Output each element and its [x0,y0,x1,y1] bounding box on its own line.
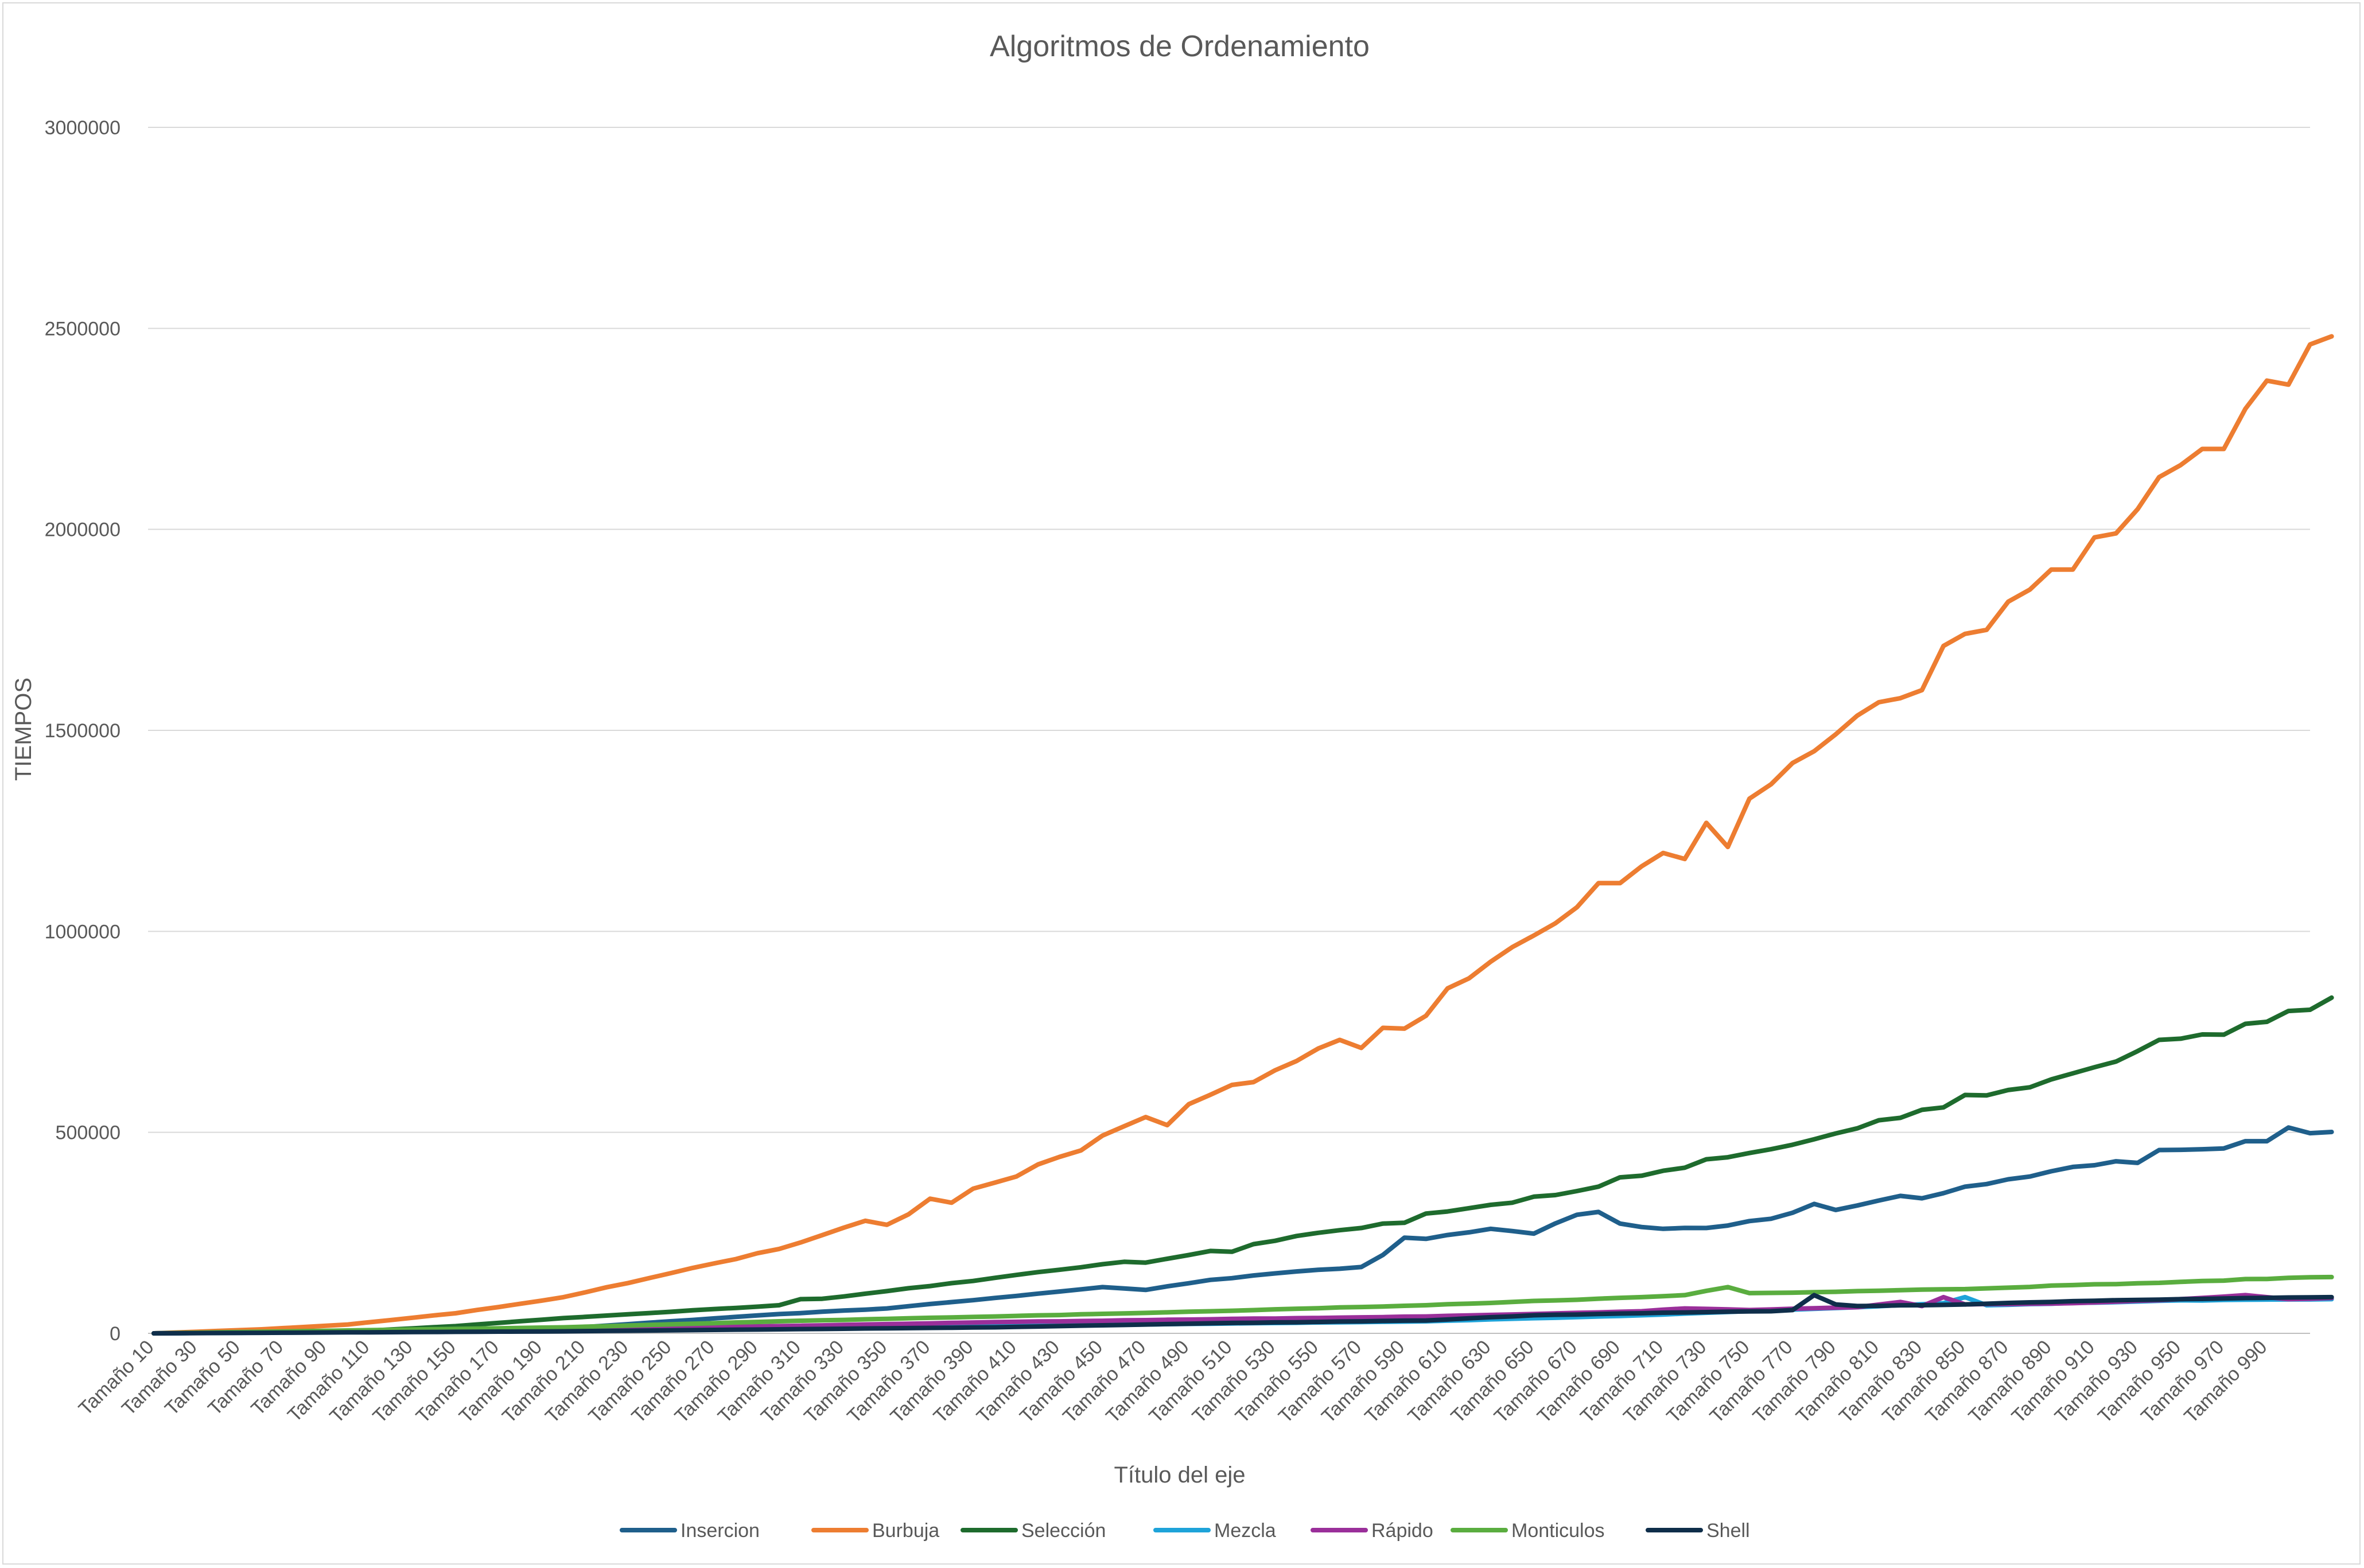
legend-item: Insercion [620,1520,760,1542]
gridlines [148,127,2310,1334]
legend-label: Monticulos [1511,1520,1605,1542]
y-tick-label: 0 [110,1323,120,1345]
y-tick-label: 2500000 [45,318,120,340]
series-line [151,334,2334,1336]
legend-label: Selección [1021,1520,1106,1542]
legend-label: Mezcla [1214,1520,1276,1542]
y-tick-label: 2000000 [45,519,120,541]
line-chart: Algoritmos de Ordenamiento 0 500000 100000… [11,30,2334,1542]
legend-label: Burbuja [872,1520,939,1542]
y-tick-label: 3000000 [45,117,120,139]
chart-title: Algoritmos de Ordenamiento [990,30,1370,63]
series-line [151,1274,2334,1336]
legend-item: Burbuja [811,1520,939,1542]
series-line [151,1293,2334,1336]
legend-item: Rápido [1311,1520,1433,1542]
legend: Insercion Burbuja Selección Mezcla Rápido Mon… [620,1520,1750,1542]
series-line [151,995,2334,1336]
legend-item: Monticulos [1451,1520,1605,1542]
y-tick-label: 1500000 [45,720,120,742]
legend-item: Mezcla [1153,1520,1276,1542]
x-axis-title: Título del eje [1114,1462,1245,1488]
y-tick-label: 1000000 [45,921,120,943]
legend-item: Selección [961,1520,1106,1542]
series-lines [151,334,2334,1336]
legend-label: Insercion [681,1520,760,1542]
legend-label: Rápido [1371,1520,1433,1542]
y-axis-title: TIEMPOS [11,678,36,781]
y-tick-labels: 0 500000 1000000 1500000 2000000 2500000 30000… [45,117,120,1345]
legend-item: Shell [1646,1520,1750,1542]
legend-label: Shell [1706,1520,1750,1542]
y-tick-label: 500000 [56,1122,120,1144]
